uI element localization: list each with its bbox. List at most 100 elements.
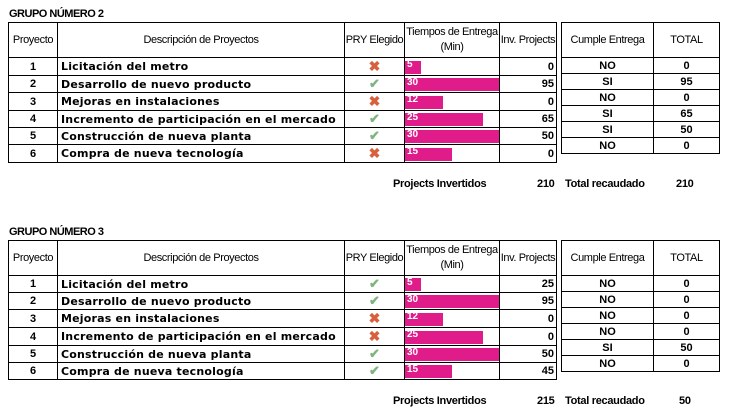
tiempo-bar (405, 78, 499, 91)
tiempo-value: 30 (407, 77, 419, 88)
cross-icon: ✖ (368, 310, 381, 326)
project-description: Incremento de participación en el mercad… (57, 327, 345, 346)
inv-projects-value: 0 (499, 144, 557, 163)
project-id: 1 (8, 57, 58, 76)
table-row: NO 0 (561, 323, 720, 340)
summary-projects-invertidos-label: Projects Invertidos (393, 395, 487, 407)
summary-total-recaudado-label: Total recaudado (565, 395, 645, 407)
inv-projects-value: 45 (499, 362, 557, 380)
table-row: 2 Desarrollo de nuevo producto ✔ 30 95 (8, 75, 557, 93)
tiempo-bar (405, 113, 484, 126)
tiempo-cell: 5 (404, 275, 500, 293)
table-header-row: Proyecto Descripción de Proyectos PRY El… (8, 22, 557, 58)
tiempo-cell: 25 (404, 327, 500, 346)
cumple-entrega-value: NO (561, 291, 654, 308)
tiempo-value: 12 (407, 94, 419, 105)
table-row: NO 0 (561, 89, 720, 106)
pry-elegido-cell: ✔ (344, 127, 405, 145)
cumple-entrega-value: NO (561, 89, 654, 106)
project-description: Compra de nueva tecnología (57, 362, 345, 380)
header-proyecto: Proyecto (8, 22, 58, 58)
total-value: 0 (653, 291, 720, 308)
total-value: 50 (653, 121, 720, 138)
inv-projects-value: 0 (499, 327, 557, 346)
tiempo-cell: 15 (404, 362, 500, 380)
project-description: Licitación del metro (57, 57, 345, 76)
table-row: NO 0 (561, 307, 720, 324)
header-inv: Inv. Projects (499, 22, 557, 58)
total-value: 0 (653, 137, 720, 154)
table-row: 1 Licitación del metro ✔ 5 25 (8, 275, 557, 293)
tiempo-bar (405, 295, 499, 308)
group-title: GRUPO NÚMERO 3 (9, 226, 104, 238)
check-icon: ✔ (369, 346, 380, 361)
total-value: 0 (653, 355, 720, 372)
inv-projects-value: 95 (499, 292, 557, 310)
tiempo-value: 15 (407, 364, 419, 375)
table-row: 2 Desarrollo de nuevo producto ✔ 30 95 (8, 292, 557, 310)
cumple-header-row: Cumple Entrega TOTAL (561, 240, 720, 276)
tiempo-cell: 12 (404, 92, 500, 111)
project-id: 2 (8, 292, 58, 310)
check-icon: ✔ (369, 128, 380, 143)
tiempo-cell: 12 (404, 309, 500, 328)
pry-elegido-cell: ✔ (344, 362, 405, 380)
total-value: 0 (653, 307, 720, 324)
tiempo-bar (405, 365, 452, 378)
inv-projects-value: 0 (499, 57, 557, 76)
summary-projects-invertidos-label: Projects Invertidos (393, 178, 487, 190)
summary-total-recaudado-value: 210 (676, 178, 694, 190)
header-cumple: Cumple Entrega (561, 240, 654, 276)
project-id: 2 (8, 75, 58, 93)
project-description: Mejoras en instalaciones (57, 309, 345, 328)
cumple-header-row: Cumple Entrega TOTAL (561, 22, 720, 58)
table-row: 5 Construcción de nueva planta ✔ 30 50 (8, 345, 557, 363)
total-value: 0 (653, 89, 720, 106)
check-icon: ✔ (369, 76, 380, 91)
tiempo-cell: 30 (404, 345, 500, 363)
tiempo-value: 25 (407, 112, 419, 123)
tiempo-cell: 5 (404, 57, 500, 76)
tiempo-bar (405, 348, 499, 361)
total-value: 50 (653, 339, 720, 356)
total-value: 0 (653, 323, 720, 340)
projects-table: Proyecto Descripción de Proyectos PRY El… (8, 22, 557, 163)
table-row: 3 Mejoras en instalaciones ✖ 12 0 (8, 309, 557, 328)
header-descripcion: Descripción de Proyectos (57, 22, 345, 58)
pry-elegido-cell: ✖ (344, 57, 405, 76)
tiempo-bar (405, 95, 443, 109)
table-row: SI 95 (561, 73, 720, 90)
pry-elegido-cell: ✖ (344, 92, 405, 111)
project-description: Desarrollo de nuevo producto (57, 292, 345, 310)
pry-elegido-cell: ✖ (344, 144, 405, 163)
project-id: 5 (8, 127, 58, 145)
table-row: NO 0 (561, 355, 720, 372)
cross-icon: ✖ (368, 145, 381, 161)
cross-icon: ✖ (368, 93, 381, 109)
table-row: SI 50 (561, 121, 720, 138)
check-icon: ✔ (369, 111, 380, 126)
pry-elegido-cell: ✖ (344, 327, 405, 346)
tiempo-value: 30 (407, 347, 419, 358)
project-id: 1 (8, 275, 58, 293)
check-icon: ✔ (369, 276, 380, 291)
table-row: 4 Incremento de participación en el merca… (8, 110, 557, 128)
cross-icon: ✖ (368, 328, 381, 344)
project-id: 3 (8, 92, 58, 111)
project-id: 3 (8, 309, 58, 328)
pry-elegido-cell: ✔ (344, 75, 405, 93)
table-row: 6 Compra de nueva tecnología ✖ 15 0 (8, 144, 557, 163)
pry-elegido-cell: ✔ (344, 292, 405, 310)
project-description: Construcción de nueva planta (57, 127, 345, 145)
tiempo-bar (405, 60, 421, 74)
cross-icon: ✖ (368, 58, 381, 74)
pry-elegido-cell: ✔ (344, 275, 405, 293)
cumple-entrega-value: SI (561, 121, 654, 138)
inv-projects-value: 0 (499, 309, 557, 328)
tiempo-cell: 30 (404, 292, 500, 310)
table-row: SI 65 (561, 105, 720, 122)
group-title: GRUPO NÚMERO 2 (9, 8, 104, 20)
table-row: SI 50 (561, 339, 720, 356)
project-id: 4 (8, 110, 58, 128)
tiempo-bar (405, 130, 499, 143)
